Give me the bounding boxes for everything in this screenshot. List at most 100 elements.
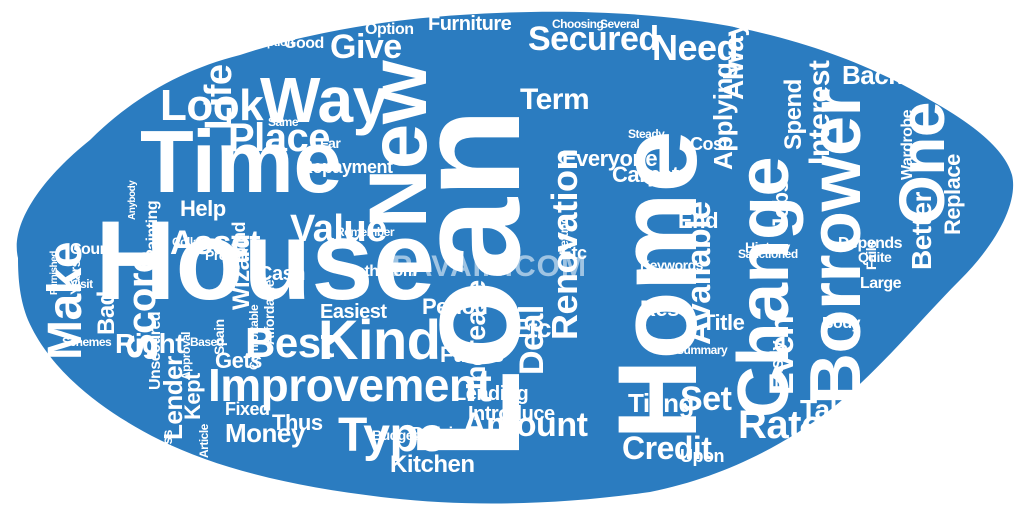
- word-quite: Quite: [858, 249, 892, 265]
- word-title: Title: [702, 310, 745, 335]
- word-thus: Thus: [272, 410, 323, 435]
- word-option: Option: [365, 21, 414, 38]
- word-mortgage: Mortgage: [139, 439, 150, 480]
- word-cash: Cash: [258, 263, 305, 285]
- word-look: Look: [160, 81, 264, 130]
- word-keywords: Keywords: [640, 257, 703, 273]
- word-deficiency: Deficiency: [412, 425, 488, 442]
- word-repayment: Repayment: [300, 157, 393, 177]
- word-same: Same: [268, 115, 299, 129]
- word-condition: Condition: [889, 368, 903, 420]
- word-type: Type: [338, 409, 445, 462]
- word-budget: Budget: [372, 427, 418, 443]
- word-sanctioned: Sanctioned: [738, 247, 798, 261]
- word-interest: Interest: [803, 60, 836, 165]
- word-schemes: Schemes: [62, 335, 112, 349]
- word-funds: Funds: [440, 342, 504, 367]
- word-summary: Summary: [676, 343, 728, 357]
- word-always: Always: [718, 6, 749, 101]
- word-need: Need: [652, 27, 739, 68]
- word-better: Better: [906, 192, 937, 270]
- word-way: Way: [260, 64, 388, 136]
- word-give: Give: [330, 28, 402, 66]
- word-far: Far: [320, 135, 341, 151]
- word-fails: Fails: [863, 240, 879, 270]
- word-quotes: Quotes: [800, 421, 853, 438]
- word-furniture: Furniture: [428, 13, 512, 35]
- word-everyone: Everyone: [562, 146, 658, 171]
- word-steady: Steady: [628, 127, 665, 141]
- word-furnished: Furnished: [49, 251, 60, 295]
- word-life: Life: [198, 64, 240, 130]
- word-affordable: Affordable: [261, 280, 277, 345]
- word-prevail: Prevail: [205, 247, 248, 263]
- word-carpets: Carpets: [612, 162, 691, 187]
- word-body: Body: [822, 315, 861, 332]
- word-credit: Credit: [622, 430, 712, 466]
- word-help: Help: [180, 196, 226, 221]
- word-comfortable: Comfortable: [247, 304, 261, 370]
- word-lending: Lending: [454, 383, 529, 405]
- word-collateral: Collateral: [172, 235, 222, 249]
- word-taken: Taken: [800, 394, 877, 425]
- word-kitchen: Kitchen: [390, 451, 475, 478]
- word-history: History: [745, 239, 790, 255]
- word-count: Count: [70, 241, 114, 258]
- word-period: Period: [422, 294, 488, 319]
- word-bad: Bad: [93, 291, 120, 335]
- word-depends: Depends: [838, 235, 903, 252]
- word-fixed: Fixed: [225, 399, 270, 419]
- word-spend: Spend: [780, 79, 807, 150]
- word-right: Right: [115, 328, 185, 359]
- word-visit: Visit: [70, 277, 93, 291]
- word-choosing: Choosing: [552, 17, 604, 31]
- word-gets: Gets: [215, 348, 262, 373]
- word-secured: Secured: [528, 20, 659, 58]
- watermark-text: PAVAIN.COM: [392, 250, 587, 283]
- word-easiest: Easiest: [320, 301, 387, 323]
- word-bathroom: Bathroom: [345, 263, 417, 280]
- word-less: Less: [159, 430, 175, 460]
- word-time: Time: [140, 112, 342, 211]
- word-good: Good: [284, 35, 324, 52]
- word-back: Back: [842, 60, 903, 90]
- word-several: Several: [600, 17, 640, 31]
- word-introduce: Introduce: [468, 403, 555, 425]
- word-firstly: Firstly: [458, 349, 491, 363]
- word-unsecured: Unsecured: [147, 311, 164, 390]
- word-money: Money: [225, 418, 305, 448]
- word-wardrobe: Wardrobe: [899, 109, 916, 180]
- word-place: Place: [228, 116, 331, 160]
- word-term: Term: [520, 83, 590, 116]
- word-easily: Easily: [767, 340, 787, 390]
- word-kind: Kind: [318, 308, 441, 371]
- word-etc: Etc: [512, 313, 551, 343]
- word-large: Large: [860, 275, 902, 292]
- word-replace: Replace: [940, 154, 965, 235]
- word-article: Article: [197, 424, 211, 458]
- word-based: Based: [190, 335, 224, 349]
- word-mind: Mind: [229, 222, 249, 262]
- word-best: Best: [245, 319, 335, 366]
- word-option-2: Option: [258, 35, 294, 49]
- word-painting: Painting: [144, 200, 161, 260]
- cloud-silhouette: [16, 11, 1014, 504]
- word-etc-2: Etc: [560, 243, 587, 263]
- word-house: House: [95, 198, 435, 323]
- word-end: End: [678, 208, 719, 233]
- word-upon: Upon: [680, 446, 724, 466]
- word-jobs: Jobs: [768, 180, 793, 230]
- word-rest: Rest: [640, 296, 686, 321]
- word-tiling: Tiling: [628, 388, 694, 418]
- word-asset: Asset: [170, 224, 261, 262]
- word-anybody: Anybody: [127, 180, 138, 220]
- word-cost: Cost: [690, 134, 729, 154]
- word-kept: Kept: [180, 373, 205, 420]
- word-set: Set: [680, 380, 732, 418]
- word-amount: Amount: [462, 406, 588, 444]
- word-remember: Remember: [336, 225, 395, 239]
- word-rate: Rate: [738, 403, 823, 447]
- word-improvement: Improvement: [208, 359, 492, 411]
